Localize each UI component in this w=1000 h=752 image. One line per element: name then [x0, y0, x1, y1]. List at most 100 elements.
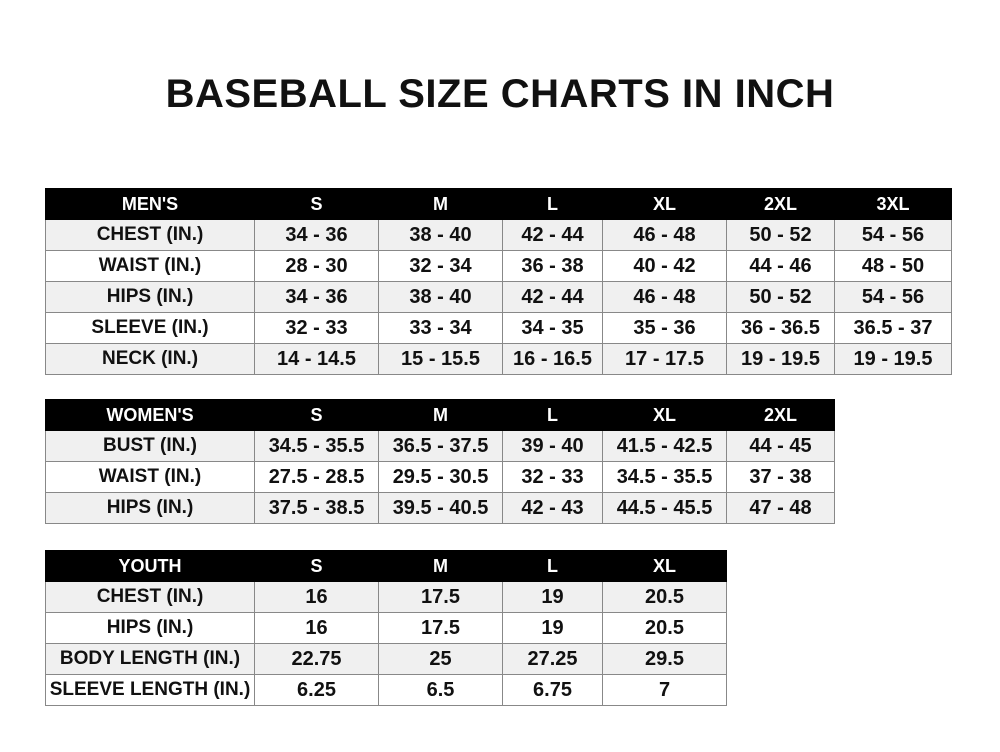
size-value: 20.5: [602, 612, 727, 644]
size-value: 44 - 46: [726, 250, 835, 282]
size-header: M: [378, 550, 503, 582]
table-row: CHEST (IN.) 16 17.5 19 20.5: [45, 581, 727, 613]
measurement-label: NECK (IN.): [45, 343, 255, 375]
size-value: 28 - 30: [254, 250, 379, 282]
size-value: 32 - 34: [378, 250, 503, 282]
category-header: WOMEN'S: [45, 399, 255, 431]
size-value: 44 - 45: [726, 430, 835, 462]
size-value: 35 - 36: [602, 312, 727, 344]
table-row: SLEEVE (IN.) 32 - 33 33 - 34 34 - 35 35 - 36…: [45, 312, 952, 344]
size-header: L: [502, 399, 603, 431]
measurement-label: WAIST (IN.): [45, 461, 255, 493]
table-row: BUST (IN.) 34.5 - 35.5 36.5 - 37.5 39 - 40 4…: [45, 430, 835, 462]
size-header: S: [254, 188, 379, 220]
size-value: 29.5: [602, 643, 727, 675]
size-value: 36 - 36.5: [726, 312, 835, 344]
size-header: XL: [602, 550, 727, 582]
youth-size-table: YOUTH S M L XL CHEST (IN.) 16 17.5 19 20.5 HIPS (I…: [45, 550, 727, 706]
size-value: 25: [378, 643, 503, 675]
size-value: 41.5 - 42.5: [602, 430, 727, 462]
size-value: 36.5 - 37.5: [378, 430, 503, 462]
size-header: 3XL: [834, 188, 952, 220]
size-value: 19 - 19.5: [834, 343, 952, 375]
size-value: 6.5: [378, 674, 503, 706]
table-row: WAIST (IN.) 28 - 30 32 - 34 36 - 38 40 - 42 4…: [45, 250, 952, 282]
size-value: 19: [502, 581, 603, 613]
size-value: 42 - 44: [502, 219, 603, 251]
size-value: 46 - 48: [602, 281, 727, 313]
size-value: 54 - 56: [834, 219, 952, 251]
header-row: WOMEN'S S M L XL 2XL: [45, 399, 835, 431]
size-value: 37 - 38: [726, 461, 835, 493]
size-header: XL: [602, 399, 727, 431]
table-row: BODY LENGTH (IN.) 22.75 25 27.25 29.5: [45, 643, 727, 675]
size-header: S: [254, 399, 379, 431]
size-value: 54 - 56: [834, 281, 952, 313]
size-value: 6.25: [254, 674, 379, 706]
size-value: 39 - 40: [502, 430, 603, 462]
size-value: 47 - 48: [726, 492, 835, 524]
size-value: 34.5 - 35.5: [254, 430, 379, 462]
header-row: YOUTH S M L XL: [45, 550, 727, 582]
womens-size-table: WOMEN'S S M L XL 2XL BUST (IN.) 34.5 - 35.5 36.5…: [45, 399, 835, 524]
measurement-label: SLEEVE (IN.): [45, 312, 255, 344]
measurement-label: HIPS (IN.): [45, 612, 255, 644]
size-value: 17.5: [378, 581, 503, 613]
table-row: HIPS (IN.) 37.5 - 38.5 39.5 - 40.5 42 - 43 4…: [45, 492, 835, 524]
size-header: L: [502, 550, 603, 582]
size-value: 48 - 50: [834, 250, 952, 282]
size-value: 46 - 48: [602, 219, 727, 251]
size-value: 20.5: [602, 581, 727, 613]
size-value: 38 - 40: [378, 219, 503, 251]
size-value: 27.5 - 28.5: [254, 461, 379, 493]
size-value: 7: [602, 674, 727, 706]
measurement-label: HIPS (IN.): [45, 492, 255, 524]
size-value: 32 - 33: [502, 461, 603, 493]
table-row: HIPS (IN.) 34 - 36 38 - 40 42 - 44 46 - 48 50…: [45, 281, 952, 313]
measurement-label: BUST (IN.): [45, 430, 255, 462]
measurement-label: SLEEVE LENGTH (IN.): [45, 674, 255, 706]
header-row: MEN'S S M L XL 2XL 3XL: [45, 188, 952, 220]
size-header: 2XL: [726, 399, 835, 431]
size-value: 14 - 14.5: [254, 343, 379, 375]
mens-size-table: MEN'S S M L XL 2XL 3XL CHEST (IN.) 34 - 36 38 - 4…: [45, 188, 952, 375]
size-value: 34.5 - 35.5: [602, 461, 727, 493]
size-value: 16: [254, 581, 379, 613]
size-header: M: [378, 188, 503, 220]
size-header: 2XL: [726, 188, 835, 220]
size-value: 17 - 17.5: [602, 343, 727, 375]
size-value: 29.5 - 30.5: [378, 461, 503, 493]
size-value: 42 - 43: [502, 492, 603, 524]
measurement-label: WAIST (IN.): [45, 250, 255, 282]
measurement-label: BODY LENGTH (IN.): [45, 643, 255, 675]
size-value: 32 - 33: [254, 312, 379, 344]
size-header: XL: [602, 188, 727, 220]
size-value: 27.25: [502, 643, 603, 675]
category-header: MEN'S: [45, 188, 255, 220]
size-value: 36 - 38: [502, 250, 603, 282]
table-row: HIPS (IN.) 16 17.5 19 20.5: [45, 612, 727, 644]
size-value: 19 - 19.5: [726, 343, 835, 375]
size-value: 38 - 40: [378, 281, 503, 313]
size-value: 50 - 52: [726, 219, 835, 251]
size-value: 44.5 - 45.5: [602, 492, 727, 524]
size-value: 22.75: [254, 643, 379, 675]
size-value: 16 - 16.5: [502, 343, 603, 375]
size-value: 42 - 44: [502, 281, 603, 313]
table-row: WAIST (IN.) 27.5 - 28.5 29.5 - 30.5 32 - 33…: [45, 461, 835, 493]
category-header: YOUTH: [45, 550, 255, 582]
size-value: 19: [502, 612, 603, 644]
table-row: NECK (IN.) 14 - 14.5 15 - 15.5 16 - 16.5 17 …: [45, 343, 952, 375]
measurement-label: CHEST (IN.): [45, 219, 255, 251]
size-header: M: [378, 399, 503, 431]
size-value: 37.5 - 38.5: [254, 492, 379, 524]
size-value: 34 - 36: [254, 281, 379, 313]
table-row: SLEEVE LENGTH (IN.) 6.25 6.5 6.75 7: [45, 674, 727, 706]
size-value: 34 - 36: [254, 219, 379, 251]
size-value: 50 - 52: [726, 281, 835, 313]
size-value: 39.5 - 40.5: [378, 492, 503, 524]
measurement-label: HIPS (IN.): [45, 281, 255, 313]
size-value: 16: [254, 612, 379, 644]
size-value: 33 - 34: [378, 312, 503, 344]
page-title: BASEBALL SIZE CHARTS IN INCH: [165, 72, 835, 116]
